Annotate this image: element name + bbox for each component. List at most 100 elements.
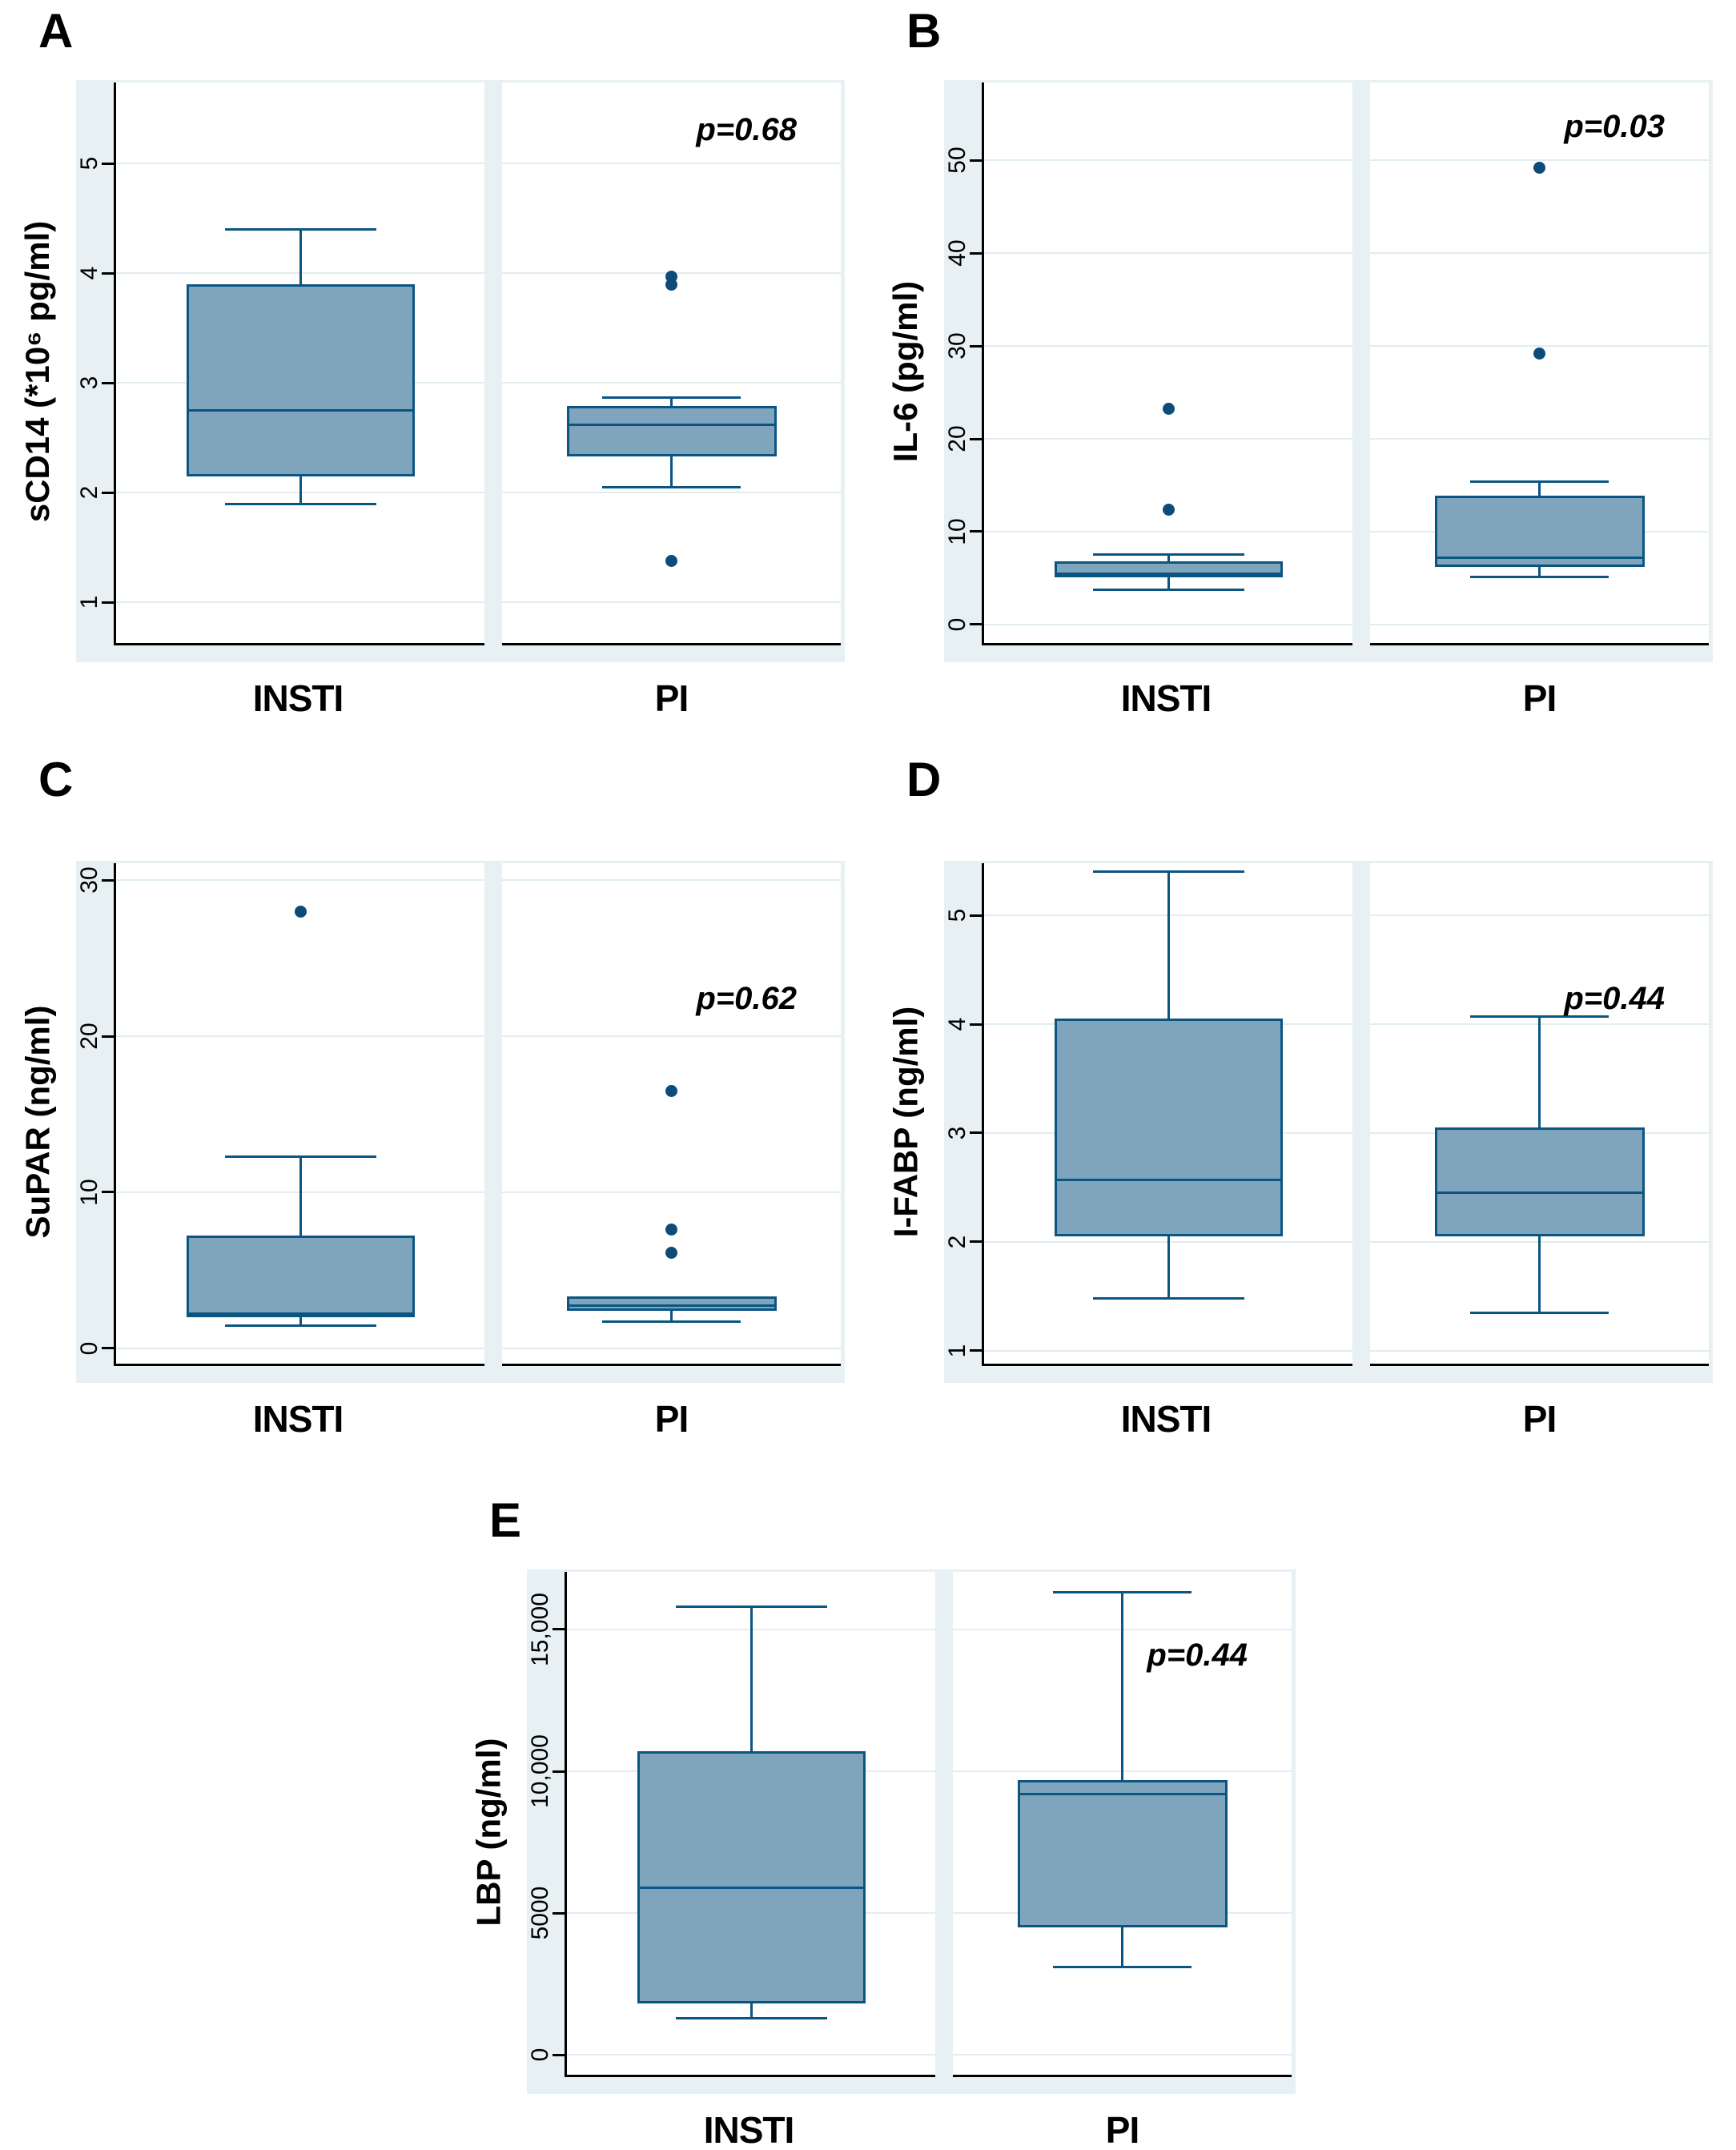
- outlier-dot: [294, 905, 307, 918]
- group-label-pi: PI: [1522, 677, 1557, 719]
- gridline: [1370, 438, 1709, 440]
- whisker-cap: [1092, 1296, 1244, 1300]
- median-line: [637, 1886, 866, 1889]
- whisker-stem: [670, 1310, 673, 1322]
- y-tick-mark: [102, 601, 114, 604]
- p-value: p=0.44: [1147, 1638, 1248, 1673]
- panel-d-ifabp: D I-FABP (ng/ml) 1 2 3 4 5 p=0.44 INSTI PI: [868, 749, 1736, 1497]
- y-tick-mark: [553, 1911, 565, 1915]
- outlier-dot: [1533, 347, 1545, 360]
- y-tick-mark: [102, 491, 114, 494]
- whisker-stem: [749, 2003, 753, 2019]
- median-line: [1435, 556, 1645, 559]
- y-tick-mark: [970, 159, 982, 162]
- median-line: [567, 1304, 777, 1308]
- gridline: [502, 163, 841, 165]
- plot-area: 1 2 3 4 5: [76, 80, 845, 662]
- y-axis-label-wrap: I-FABP (ng/ml): [868, 861, 944, 1383]
- outlier-dot: [1162, 503, 1175, 516]
- whisker-stem: [1167, 554, 1170, 561]
- median-line: [1055, 572, 1283, 575]
- panel-letter: A: [38, 4, 74, 58]
- median-line: [567, 423, 777, 426]
- y-tick-mark: [102, 878, 114, 882]
- y-tick-mark: [970, 251, 982, 255]
- whisker-cap: [1092, 589, 1244, 592]
- y-tick-label: 4: [944, 1017, 970, 1031]
- y-axis-label: LBP (ng/ml): [469, 1738, 508, 1926]
- whisker-cap: [1053, 1591, 1191, 1594]
- y-axis-label: sCD14 (*10⁶ pg/ml): [18, 220, 57, 522]
- y-tick-label: 0: [527, 2048, 553, 2062]
- y-tick-label: 20: [944, 425, 970, 452]
- group-label-pi: PI: [1522, 1398, 1557, 1440]
- y-axis-label: IL-6 (pg/ml): [886, 280, 925, 462]
- y-axis-label-wrap: SuPAR (ng/ml): [0, 861, 76, 1383]
- whisker-stem: [299, 476, 302, 504]
- outlier-dot: [665, 278, 677, 291]
- y-tick-label: 30: [944, 332, 970, 360]
- y-tick-mark: [102, 1347, 114, 1350]
- subplot-insti: [982, 82, 1352, 645]
- whisker-stem: [749, 1606, 753, 1752]
- gridline: [116, 1035, 484, 1038]
- boxplot-box: [1055, 561, 1283, 577]
- p-value: p=0.62: [696, 981, 797, 1016]
- whisker-stem: [1538, 1016, 1541, 1128]
- y-tick-mark: [553, 1628, 565, 1631]
- group-label-insti: INSTI: [252, 1398, 344, 1440]
- gridline: [984, 530, 1352, 532]
- gridline: [502, 1035, 841, 1038]
- subplot-insti: [114, 82, 484, 645]
- y-axis-label: I-FABP (ng/ml): [886, 1006, 925, 1238]
- whisker-stem: [299, 229, 302, 285]
- gridline: [567, 2054, 935, 2056]
- whisker-stem: [1538, 1236, 1541, 1313]
- y-tick-label: 0: [76, 1341, 102, 1355]
- gridline: [116, 1347, 484, 1349]
- y-tick-mark: [970, 1349, 982, 1352]
- boxplot-box: [567, 1296, 777, 1311]
- y-tick-label: 5: [944, 908, 970, 922]
- y-tick-label: 10,000: [527, 1734, 553, 1808]
- y-tick-label: 10: [944, 518, 970, 545]
- y-tick-mark: [102, 381, 114, 384]
- whisker-cap: [675, 1605, 827, 1609]
- whisker-cap: [1092, 870, 1244, 874]
- y-tick-label: 15,000: [527, 1593, 553, 1666]
- y-tick-label: 0: [944, 617, 970, 632]
- whisker-stem: [1167, 577, 1170, 590]
- panel-letter: B: [906, 4, 942, 58]
- panel-c-supar: C SuPAR (ng/ml) 0 10 20 30 p=0.62 INSTI PI: [0, 749, 868, 1497]
- boxplot-box: [187, 1236, 415, 1317]
- plot-area: 0 5000 10,000 15,000: [527, 1569, 1296, 2094]
- y-tick-mark: [970, 1240, 982, 1244]
- y-tick-mark: [970, 344, 982, 348]
- y-tick-label: 5: [76, 157, 102, 171]
- outlier-dot: [665, 1247, 677, 1260]
- plot-area: 1 2 3 4 5: [944, 861, 1713, 1383]
- whisker-cap: [224, 502, 376, 505]
- gridline: [984, 252, 1352, 255]
- gridline: [116, 879, 484, 882]
- whisker-cap: [1092, 553, 1244, 557]
- y-axis-label: SuPAR (ng/ml): [18, 1005, 57, 1239]
- y-tick-label: 2: [76, 485, 102, 500]
- subplot-pi: [1370, 82, 1709, 645]
- y-tick-label: 3: [944, 1126, 970, 1140]
- y-tick-mark: [553, 2053, 565, 2056]
- y-tick-mark: [970, 1131, 982, 1135]
- median-line: [1055, 1178, 1283, 1181]
- whisker-stem: [1167, 1236, 1170, 1299]
- y-tick-mark: [970, 530, 982, 533]
- group-label-pi: PI: [1105, 2109, 1139, 2150]
- panel-letter: E: [489, 1493, 522, 1547]
- y-axis-label-wrap: IL-6 (pg/ml): [868, 80, 944, 662]
- outlier-dot: [1533, 162, 1545, 175]
- boxplot-box: [1018, 1779, 1228, 1927]
- subplot-pi: [502, 863, 841, 1366]
- gridline: [502, 492, 841, 494]
- panel-e-lbp: E LBP (ng/ml) 0 5000 10,000 15,000 p=0.44 I…: [451, 1489, 1319, 2150]
